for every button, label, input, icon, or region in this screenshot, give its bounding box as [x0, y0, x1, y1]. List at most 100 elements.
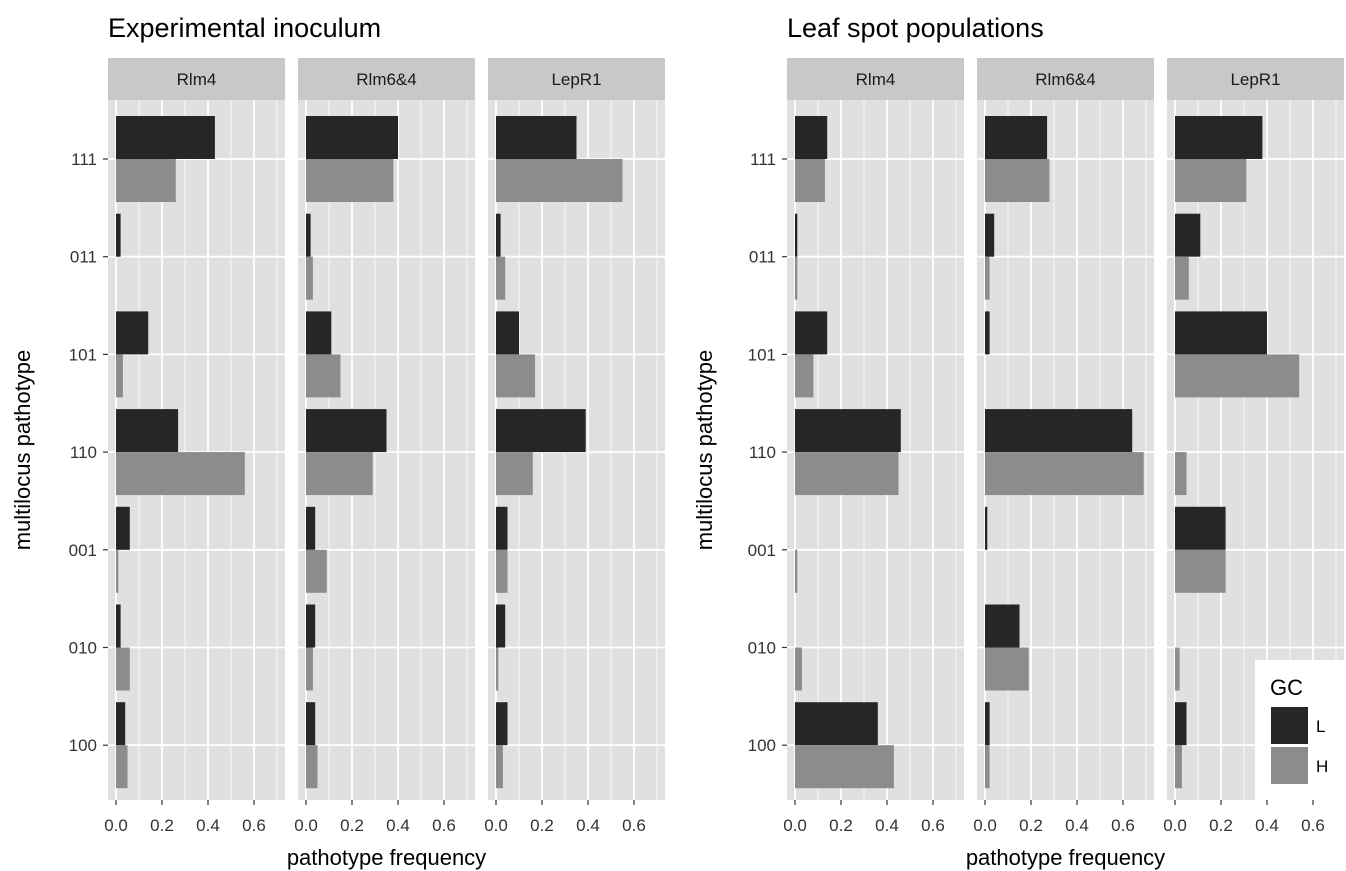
bar-l-110 — [795, 409, 901, 453]
bar-l-001 — [496, 506, 508, 550]
x-axis-title: pathotype frequency — [287, 845, 486, 870]
bar-h-001 — [496, 549, 508, 593]
y-tick-label: 100 — [748, 736, 776, 755]
legend-label-h: H — [1316, 757, 1328, 776]
facet-strip — [488, 58, 665, 100]
facet-strip-label: Rlm4 — [177, 70, 217, 89]
bar-l-001 — [985, 506, 988, 550]
legend-key-h — [1271, 747, 1308, 784]
x-tick-label: 0.6 — [432, 816, 456, 835]
chart-title: Experimental inoculum — [108, 13, 381, 43]
bar-l-100 — [306, 702, 316, 746]
facet-strip — [1167, 58, 1344, 100]
bar-h-010 — [985, 647, 1029, 691]
x-tick-label: 0.6 — [242, 816, 266, 835]
facet-panel-rlm6-4: Rlm6&4 0.0 0.2 0.4 0.6 — [973, 58, 1154, 835]
bar-h-100 — [795, 745, 894, 789]
x-tick-label: 0.6 — [1301, 816, 1325, 835]
bar-l-011 — [985, 213, 995, 257]
bar-l-101 — [496, 311, 519, 355]
bar-h-110 — [496, 452, 533, 496]
x-tick-label: 0.2 — [150, 816, 174, 835]
bar-l-101 — [985, 311, 990, 355]
bar-h-011 — [306, 256, 313, 300]
bar-h-110 — [306, 452, 373, 496]
bar-l-101 — [795, 311, 828, 355]
bar-l-100 — [116, 702, 126, 746]
y-axis-title: multilocus pathotype — [692, 350, 717, 551]
bar-h-101 — [116, 354, 123, 398]
x-tick-label: 0.0 — [104, 816, 128, 835]
facet-strip-label: LepR1 — [551, 70, 601, 89]
bar-l-111 — [306, 116, 398, 159]
x-tick-label: 0.2 — [340, 816, 364, 835]
facet-panel-lepr1: LepR1 0.0 0.2 0.4 0.6 — [484, 58, 665, 835]
bar-h-010 — [795, 647, 802, 691]
bar-h-010 — [496, 647, 499, 691]
x-tick-label: 0.2 — [1019, 816, 1043, 835]
y-tick-label: 001 — [69, 541, 97, 560]
bar-l-100 — [1175, 702, 1187, 746]
y-tick-label: 101 — [69, 345, 97, 364]
bar-l-011 — [116, 213, 121, 257]
y-tick-label: 011 — [749, 248, 776, 267]
bar-h-100 — [306, 745, 318, 789]
bar-l-101 — [306, 311, 332, 355]
bar-l-100 — [795, 702, 878, 746]
x-tick-label: 0.4 — [1065, 816, 1089, 835]
bar-h-010 — [306, 647, 313, 691]
bar-l-010 — [985, 604, 1020, 648]
bar-l-111 — [1175, 116, 1263, 159]
x-tick-label: 0.4 — [875, 816, 899, 835]
facet-strip-label: Rlm6&4 — [1035, 70, 1095, 89]
facet-strip — [977, 58, 1154, 100]
bar-l-100 — [496, 702, 508, 746]
bar-h-111 — [795, 159, 825, 202]
bar-h-001 — [795, 549, 798, 593]
x-tick-label: 0.0 — [484, 816, 508, 835]
bar-h-010 — [1175, 647, 1180, 691]
bar-h-111 — [306, 159, 394, 202]
bar-h-101 — [496, 354, 536, 398]
y-tick-label: 111 — [71, 150, 97, 169]
legend-key-l — [1271, 707, 1308, 744]
x-tick-label: 0.2 — [1209, 816, 1233, 835]
y-tick-label: 011 — [70, 248, 97, 267]
bar-l-011 — [1175, 213, 1201, 257]
bar-h-100 — [1175, 745, 1182, 789]
bar-h-110 — [116, 452, 245, 496]
y-tick-label: 100 — [69, 736, 97, 755]
x-tick-label: 0.6 — [622, 816, 646, 835]
x-tick-label: 0.2 — [829, 816, 853, 835]
bar-h-110 — [795, 452, 899, 496]
y-tick-label: 101 — [748, 345, 776, 364]
x-tick-label: 0.6 — [1111, 816, 1135, 835]
facet-strip — [787, 58, 964, 100]
bar-h-100 — [116, 745, 128, 789]
bar-h-110 — [1175, 452, 1187, 496]
x-tick-label: 0.4 — [386, 816, 410, 835]
bar-h-100 — [985, 745, 990, 789]
bar-l-001 — [306, 506, 316, 550]
bar-l-110 — [496, 409, 586, 453]
bar-h-011 — [496, 256, 506, 300]
y-tick-label: 110 — [70, 443, 97, 462]
bar-h-101 — [306, 354, 341, 398]
bar-l-111 — [116, 116, 215, 159]
bar-l-110 — [985, 409, 1133, 453]
y-axis-title: multilocus pathotype — [10, 350, 35, 551]
facet-panel-rlm6-4: Rlm6&4 0.0 0.2 0.4 0.6 — [294, 58, 475, 835]
bar-h-101 — [795, 354, 814, 398]
x-tick-label: 0.2 — [530, 816, 554, 835]
bar-l-111 — [496, 116, 577, 159]
facet-strip — [108, 58, 285, 100]
bar-h-111 — [1175, 159, 1247, 202]
facet-panel-rlm4: Rlm4 0.0 0.2 0.4 0.6 — [783, 58, 964, 835]
y-tick-label: 111 — [750, 150, 776, 169]
bar-l-001 — [1175, 506, 1226, 550]
bar-h-101 — [1175, 354, 1300, 398]
y-tick-label: 001 — [748, 541, 776, 560]
bar-h-111 — [496, 159, 623, 202]
